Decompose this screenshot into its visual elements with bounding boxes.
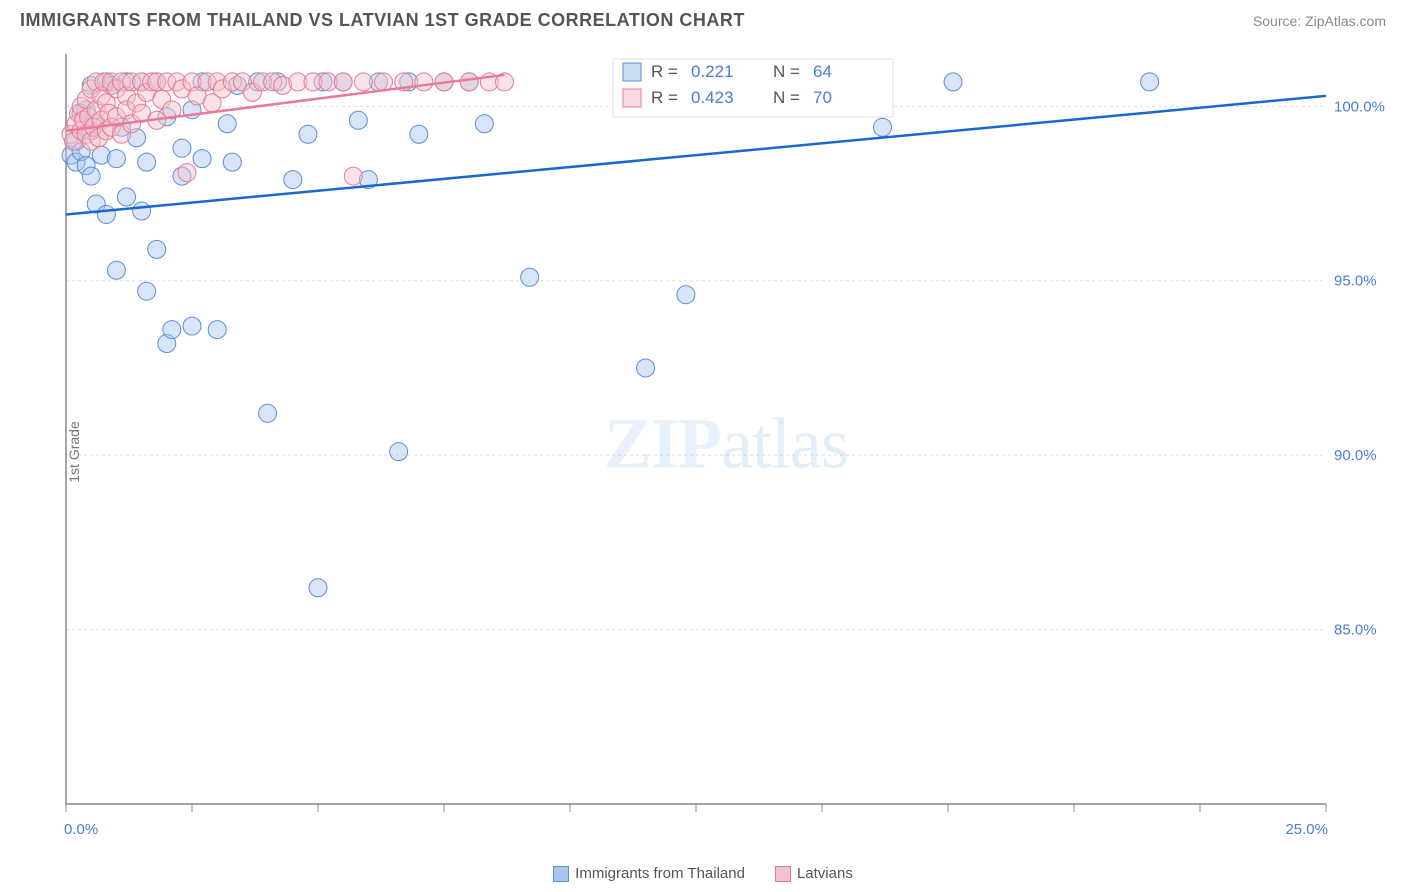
data-point	[148, 240, 166, 258]
data-point	[97, 205, 115, 223]
svg-text:90.0%: 90.0%	[1334, 447, 1377, 464]
bottom-legend: Immigrants from Thailand Latvians	[0, 865, 1406, 882]
data-point	[344, 167, 362, 185]
legend-swatch	[623, 63, 641, 81]
svg-text:25.0%: 25.0%	[1285, 821, 1328, 838]
data-point	[415, 73, 433, 91]
data-point	[117, 188, 135, 206]
data-point	[107, 150, 125, 168]
chart-title: IMMIGRANTS FROM THAILAND VS LATVIAN 1ST …	[20, 10, 745, 31]
data-point	[133, 202, 151, 220]
legend-swatch-latvians	[775, 866, 791, 882]
data-point	[138, 153, 156, 171]
data-point	[944, 73, 962, 91]
data-point	[309, 579, 327, 597]
data-point	[183, 317, 201, 335]
legend-r-label: R =	[651, 62, 678, 81]
data-point	[193, 150, 211, 168]
legend-label-latvians: Latvians	[797, 865, 853, 882]
data-point	[173, 139, 191, 157]
legend-n-value: 70	[813, 88, 832, 107]
data-point	[677, 286, 695, 304]
y-axis-label: 1st Grade	[66, 421, 82, 482]
data-point	[299, 125, 317, 143]
legend-r-value: 0.221	[691, 62, 734, 81]
data-point	[390, 443, 408, 461]
data-point	[82, 167, 100, 185]
data-point	[1141, 73, 1159, 91]
data-point	[475, 115, 493, 133]
legend-r-label: R =	[651, 88, 678, 107]
chart-container: 1st Grade 85.0% 90.0% 95.0% 100.0% 0.0% 25.0%…	[56, 44, 1396, 844]
svg-text:85.0%: 85.0%	[1334, 622, 1377, 639]
data-point	[637, 359, 655, 377]
legend-swatch-thailand	[553, 866, 569, 882]
data-point	[410, 125, 428, 143]
data-point	[218, 115, 236, 133]
data-point	[460, 73, 478, 91]
source-attribution: Source: ZipAtlas.com	[1253, 13, 1386, 29]
legend-label-thailand: Immigrants from Thailand	[575, 865, 745, 882]
data-point	[521, 268, 539, 286]
data-point	[223, 153, 241, 171]
legend-item-thailand: Immigrants from Thailand	[553, 865, 745, 882]
data-point	[873, 118, 891, 136]
legend-n-value: 64	[813, 62, 832, 81]
legend-n-label: N =	[773, 62, 800, 81]
data-point	[178, 164, 196, 182]
legend-item-latvians: Latvians	[775, 865, 853, 882]
svg-text:100.0%: 100.0%	[1334, 98, 1385, 115]
data-point	[107, 261, 125, 279]
data-point	[334, 73, 352, 91]
data-point	[349, 111, 367, 129]
data-point	[138, 282, 156, 300]
scatter-chart: 85.0% 90.0% 95.0% 100.0% 0.0% 25.0% R = 0.221 N …	[56, 44, 1396, 844]
legend-n-label: N =	[773, 88, 800, 107]
legend-swatch	[623, 89, 641, 107]
svg-text:95.0%: 95.0%	[1334, 273, 1377, 290]
data-point	[259, 404, 277, 422]
data-point	[375, 73, 393, 91]
data-point	[354, 73, 372, 91]
data-point	[284, 171, 302, 189]
legend-r-value: 0.423	[691, 88, 734, 107]
data-point	[208, 321, 226, 339]
svg-text:0.0%: 0.0%	[64, 821, 98, 838]
data-point	[163, 321, 181, 339]
